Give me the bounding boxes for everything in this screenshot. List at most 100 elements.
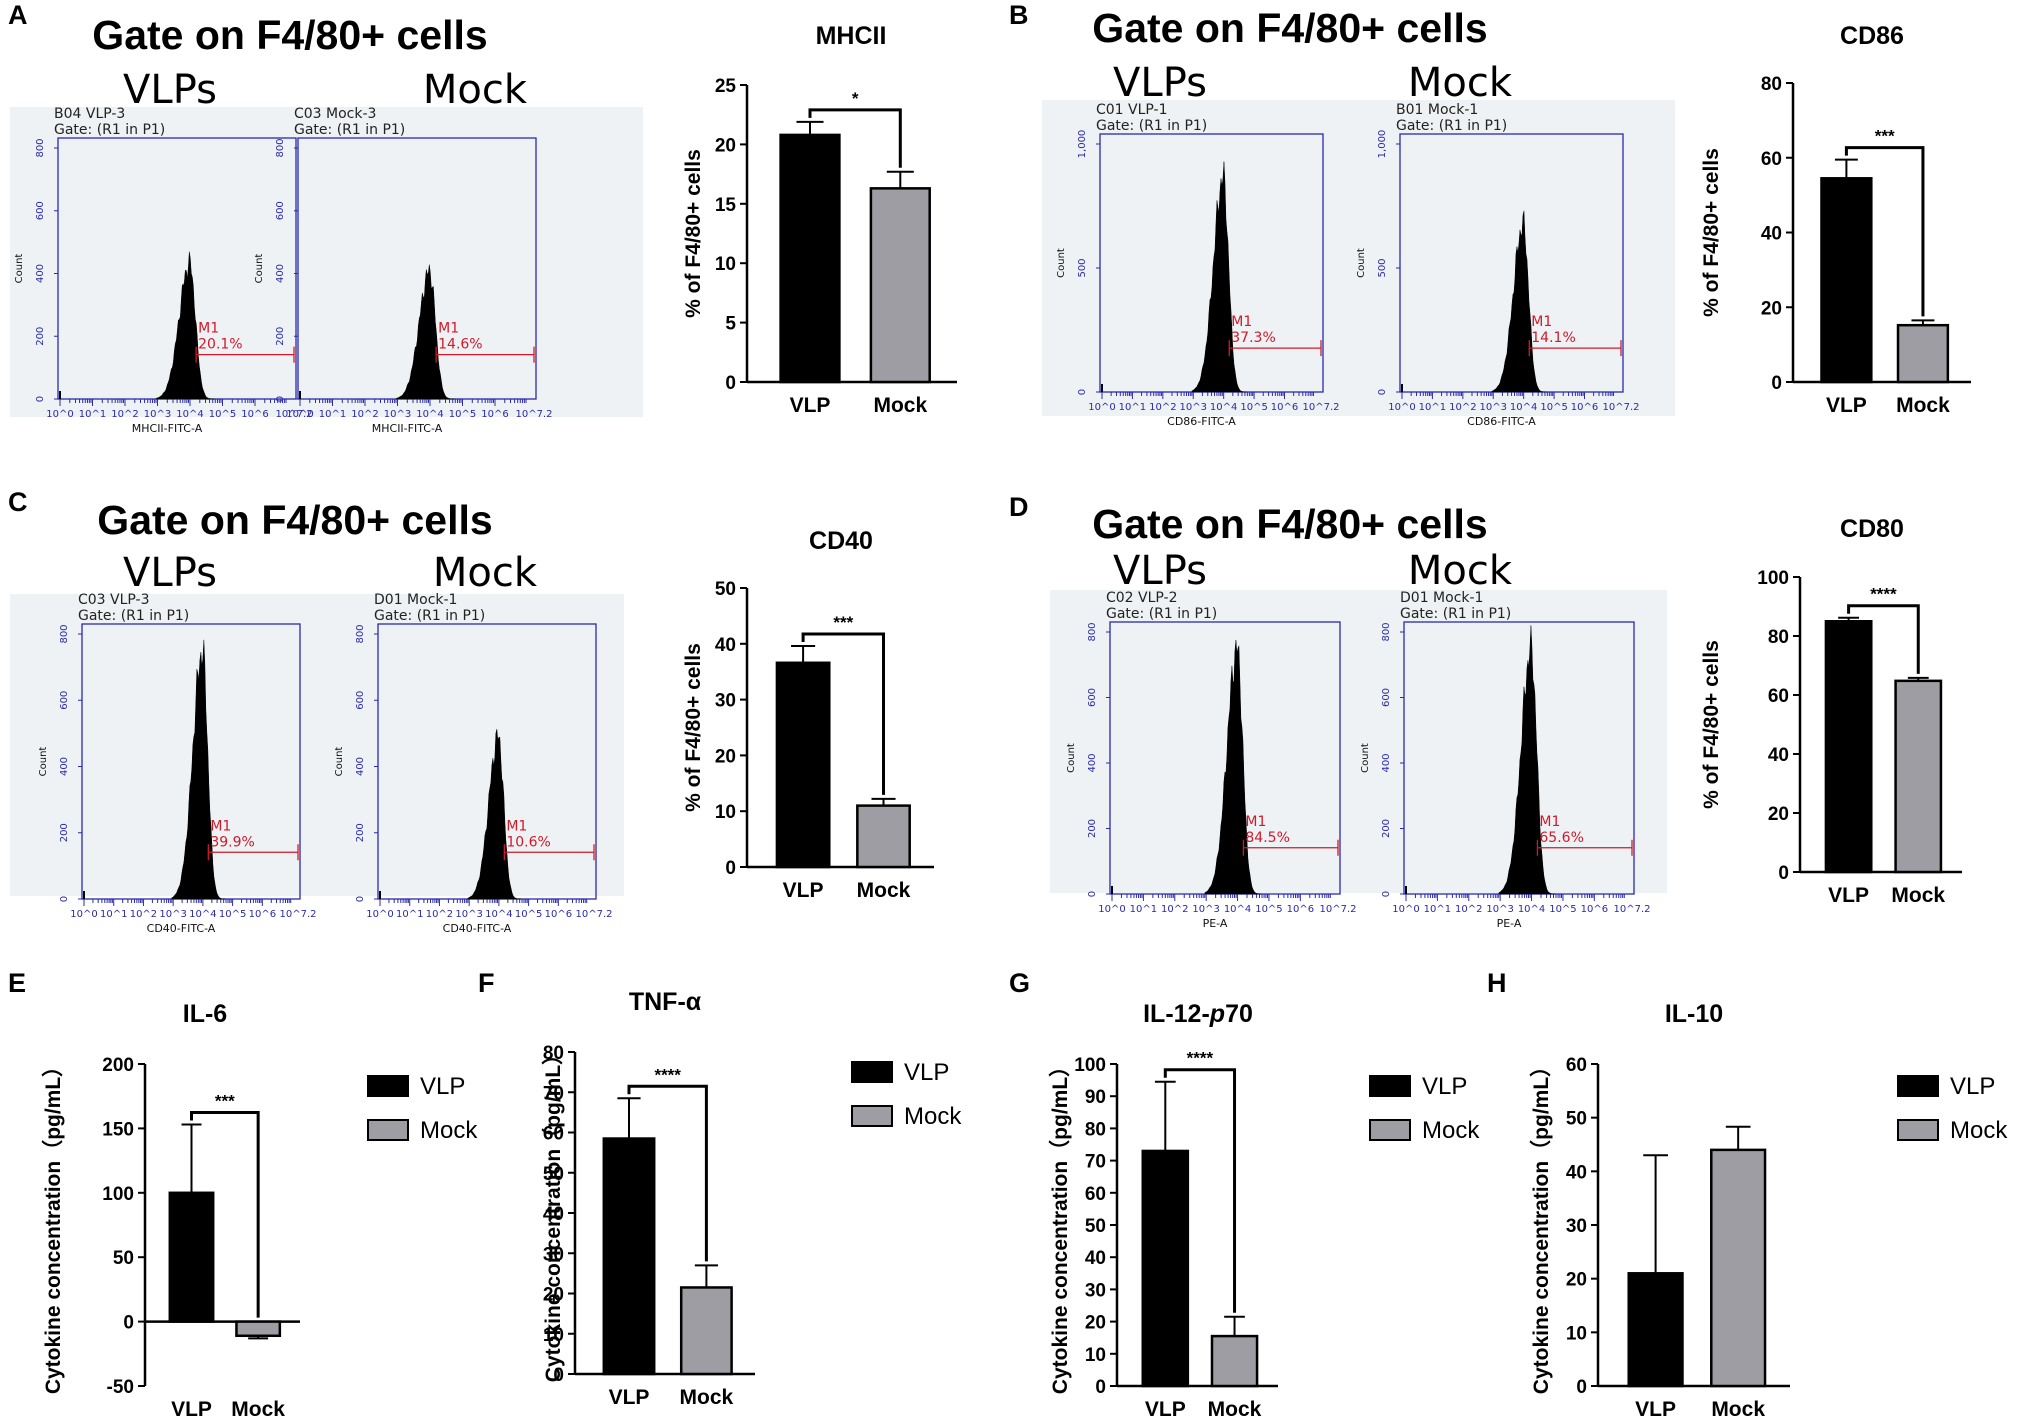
x-category-label: Mock: [857, 879, 911, 902]
flow-x-tick: 10^5: [449, 409, 476, 420]
x-category-label: Mock: [1896, 394, 1950, 417]
flow-x-tick: 10^2: [1455, 904, 1482, 915]
y-axis-label: Cytokine concentration（pg/mL）: [541, 1044, 565, 1382]
x-category-label: Mock: [1711, 1398, 1765, 1421]
flow-y-tick: 400: [35, 264, 46, 283]
y-axis-tick-label: 20: [715, 135, 736, 156]
y-axis-tick-label: 60: [1761, 149, 1782, 170]
flow-y-tick: 1,000: [1377, 130, 1388, 159]
x-category-label: Mock: [1891, 884, 1945, 907]
flow-x-tick: 10^5: [219, 909, 246, 920]
panel-A: A Gate on F4/80+ cells VLPs Mock: [8, 0, 643, 417]
flow-m1-label: M1: [1539, 814, 1560, 830]
flow-x-label: PE-A: [1203, 917, 1228, 930]
significance-marker: ****: [1870, 585, 1897, 604]
y-axis-tick-label: 30: [715, 691, 736, 712]
bar-mock: [235, 1320, 282, 1338]
group-label-mock: Mock: [423, 67, 528, 113]
flow-sample-label: D01 Mock-1: [1400, 590, 1483, 606]
x-category-label: Mock: [873, 394, 927, 417]
flow-y-tick: 200: [35, 327, 46, 346]
flow-y-tick: 800: [59, 624, 70, 643]
significance-bracket: [1844, 146, 1925, 317]
legend-label-mock: Mock: [1422, 1117, 1480, 1144]
flow-x-tick: 10^7.2: [279, 909, 316, 920]
flow-y-tick: 200: [275, 327, 286, 346]
flow-x-tick: 10^7.2: [575, 909, 612, 920]
flow-y-label: Count: [334, 747, 345, 777]
y-axis-tick-label: 200: [102, 1055, 134, 1076]
flow-x-tick: 10^4: [189, 909, 216, 920]
flow-x-tick: 10^1: [319, 409, 346, 420]
y-axis-tick-label: 40: [1085, 1248, 1106, 1269]
flow-x-tick: 10^5: [209, 409, 236, 420]
y-axis-tick-label: 80: [1761, 74, 1782, 95]
flow-y-tick: 600: [1087, 688, 1098, 707]
flow-m1-percent: 20.1%: [198, 337, 242, 353]
bar-chart-E: IL-6 -50 0 50 100 150 200 Cytokine concentratio…: [41, 1000, 478, 1421]
flow-y-tick: 400: [275, 264, 286, 283]
flow-gate-label: Gate: (R1 in P1): [1400, 606, 1511, 622]
flow-y-tick: 600: [275, 201, 286, 220]
panel-letter-G: G: [1009, 968, 1030, 998]
flow-x-tick: 10^4: [1210, 402, 1237, 413]
flow-y-tick: 0: [1077, 389, 1088, 395]
bar-mock: [1210, 1334, 1259, 1388]
flow-x-tick: 10^1: [1130, 904, 1157, 915]
group-label-vlps: VLPs: [1113, 548, 1207, 594]
chart-title: MHCII: [816, 22, 887, 50]
legend-label-mock: Mock: [420, 1117, 478, 1144]
bar-mock: [1896, 323, 1950, 384]
flow-y-tick: 400: [59, 757, 70, 776]
flow-x-tick: 10^3: [1480, 402, 1507, 413]
y-axis-tick-label: 20: [715, 746, 736, 767]
panel-letter: D: [1009, 492, 1029, 522]
x-category-label: VLP: [783, 879, 824, 902]
flow-y-tick: 200: [1087, 819, 1098, 838]
y-axis-tick-label: 0: [1576, 1377, 1587, 1398]
y-axis-tick-label: 50: [113, 1248, 134, 1269]
bar-mock: [856, 804, 911, 869]
legend-swatch-mock: [367, 1119, 409, 1141]
significance-bracket: [1163, 1068, 1237, 1313]
legend-label-vlp: VLP: [1950, 1073, 1995, 1100]
y-axis-tick-label: 60: [1768, 686, 1789, 707]
flow-sample-label: B04 VLP-3: [54, 106, 125, 122]
flow-x-tick: 10^4: [1510, 402, 1537, 413]
flow-gate-label: Gate: (R1 in P1): [54, 122, 165, 138]
flow-x-tick: 10^1: [79, 409, 106, 420]
flow-y-label: Count: [1360, 743, 1371, 773]
bar-vlp: [1824, 620, 1873, 874]
flow-x-tick: 10^3: [455, 909, 482, 920]
flow-sample-label: C01 VLP-1: [1096, 102, 1168, 118]
y-axis-tick-label: 10: [543, 1325, 564, 1346]
significance-marker: ***: [1875, 127, 1895, 146]
x-category-label: Mock: [1208, 1398, 1262, 1421]
flow-x-tick: 10^2: [130, 909, 157, 920]
y-axis-label: % of F4/80+ cells: [1700, 148, 1723, 317]
flow-x-tick: 10^0: [70, 909, 97, 920]
bar-chart-A: MHCII 0 5 10 15 20 25 % of F4/80+ cells VLP Mock *: [682, 22, 957, 417]
chart-title: IL-6: [183, 1000, 227, 1028]
legend-label-mock: Mock: [1950, 1117, 2008, 1144]
y-axis-label: % of F4/80+ cells: [1700, 640, 1723, 809]
flow-x-tick: 10^0: [46, 409, 73, 420]
significance-marker: ****: [1187, 1049, 1214, 1068]
bar-vlp: [1820, 177, 1873, 384]
flow-y-tick: 200: [355, 823, 366, 842]
y-axis-tick-label: 10: [1085, 1345, 1106, 1366]
flow-x-tick: 10^4: [1224, 904, 1251, 915]
flow-x-tick: 10^6: [545, 909, 572, 920]
flow-histogram-peak: [156, 251, 215, 400]
flow-m1-percent: 39.9%: [210, 834, 254, 850]
flow-y-tick: 200: [1381, 819, 1392, 838]
flow-y-tick: 800: [1087, 622, 1098, 641]
flow-background: [10, 594, 624, 896]
y-axis-tick-label: 0: [725, 858, 736, 879]
bar-vlp: [775, 661, 831, 869]
bar-chart-H: IL-10 0 10 20 30 40 50 60 Cytokine concentration…: [1529, 1000, 2008, 1421]
legend-label-mock: Mock: [904, 1103, 962, 1130]
significance-bracket: [190, 1111, 260, 1318]
